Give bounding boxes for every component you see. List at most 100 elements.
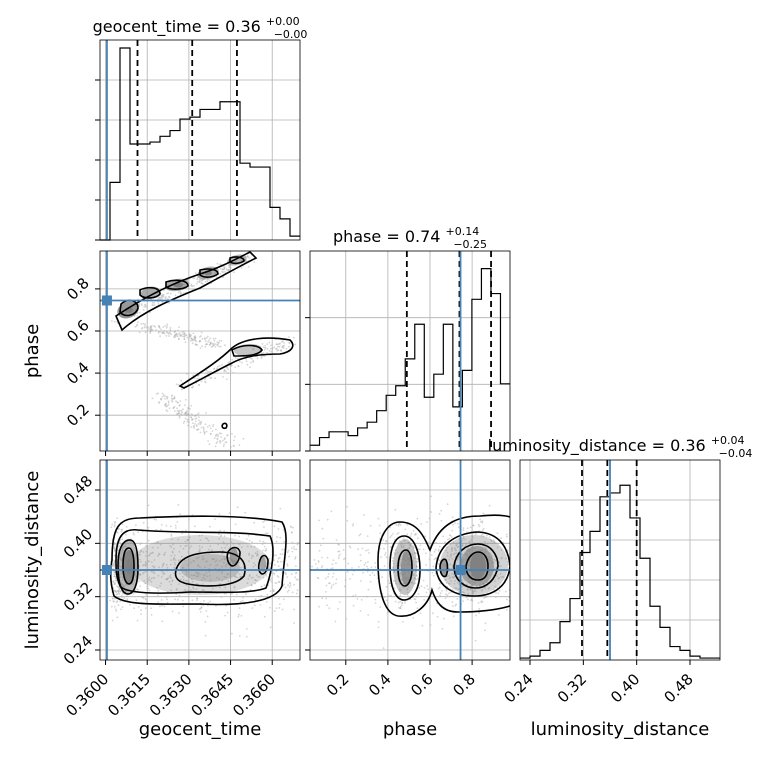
sample-point xyxy=(283,344,285,347)
title-median: 0.36 xyxy=(670,436,706,455)
sample-point xyxy=(172,557,175,560)
sample-point xyxy=(224,565,227,568)
sample-point xyxy=(330,510,333,513)
tick-label: 0.8 xyxy=(63,274,93,304)
sample-point xyxy=(250,545,253,548)
sample-point xyxy=(479,518,481,521)
sample-point xyxy=(454,522,456,524)
sample-point xyxy=(418,548,421,551)
sample-point xyxy=(252,565,255,568)
sample-point xyxy=(277,345,279,348)
sample-point xyxy=(253,545,256,548)
sample-point xyxy=(406,524,409,526)
sample-point xyxy=(136,324,138,327)
sample-point xyxy=(180,409,183,412)
sample-point xyxy=(227,264,230,267)
sample-point xyxy=(144,555,147,557)
contour-inner-right xyxy=(453,543,499,589)
sample-point xyxy=(494,596,497,599)
sample-point xyxy=(158,330,160,333)
sample-point xyxy=(218,538,221,540)
sample-point xyxy=(234,357,237,359)
sample-point xyxy=(163,605,166,608)
sample-point xyxy=(113,525,116,528)
sample-point xyxy=(286,563,289,566)
sample-point xyxy=(186,410,189,412)
sample-point xyxy=(278,580,280,583)
tick-label: 0.4 xyxy=(63,358,93,388)
tick-label: 0.48 xyxy=(660,670,696,706)
contour-core-4 xyxy=(199,268,219,278)
sample-point xyxy=(221,270,224,273)
sample-point xyxy=(227,368,230,371)
sample-point xyxy=(139,543,142,546)
sample-point xyxy=(183,335,185,338)
sample-point xyxy=(417,577,419,580)
sample-point xyxy=(367,549,369,551)
sample-point xyxy=(163,289,165,292)
sample-point xyxy=(278,345,281,348)
density-cell xyxy=(140,286,160,300)
sample-point xyxy=(382,647,385,649)
sample-point xyxy=(219,586,221,589)
sample-point xyxy=(392,533,394,535)
sample-point xyxy=(481,521,484,524)
sample-point xyxy=(214,445,217,448)
sample-point xyxy=(257,575,259,578)
sample-point xyxy=(164,397,166,400)
sample-point xyxy=(199,548,201,550)
sample-point xyxy=(223,438,226,441)
sample-point xyxy=(390,534,393,537)
sample-point xyxy=(450,591,452,594)
density-cell xyxy=(126,559,132,575)
sample-point xyxy=(250,584,253,587)
sample-point xyxy=(441,589,443,592)
sample-point xyxy=(187,412,190,415)
sample-point xyxy=(218,513,221,515)
sample-point xyxy=(252,576,254,579)
sample-point xyxy=(226,434,228,437)
sample-point xyxy=(244,511,247,514)
sample-point xyxy=(186,373,188,375)
sample-point xyxy=(484,546,487,549)
sample-point xyxy=(413,577,416,580)
sample-point xyxy=(277,597,280,600)
sample-point xyxy=(228,547,231,550)
sample-point xyxy=(401,604,403,607)
sample-point xyxy=(291,547,293,550)
panel-border xyxy=(99,250,301,452)
sample-point xyxy=(209,574,212,577)
sample-point xyxy=(380,556,382,558)
sample-point xyxy=(137,531,140,533)
sample-point xyxy=(113,524,116,526)
sample-point xyxy=(263,520,266,522)
sample-point xyxy=(246,582,249,584)
sample-point xyxy=(150,561,153,564)
sample-point xyxy=(446,503,449,506)
y-tick-marks xyxy=(305,317,310,452)
sample-point xyxy=(170,397,173,400)
sample-point xyxy=(165,331,168,333)
sample-point xyxy=(291,531,293,534)
sample-point xyxy=(364,562,367,564)
sample-point xyxy=(223,561,225,564)
sample-point xyxy=(439,592,442,595)
sample-point xyxy=(158,401,161,404)
sample-point xyxy=(160,397,163,400)
sample-point xyxy=(206,575,209,578)
sample-point xyxy=(178,338,180,340)
density-cell xyxy=(470,553,486,579)
sample-point xyxy=(254,598,257,601)
sample-point xyxy=(215,442,218,445)
sample-point xyxy=(441,627,444,630)
sample-point xyxy=(146,600,148,603)
sample-point xyxy=(140,322,143,325)
sample-point xyxy=(224,344,226,347)
sample-point xyxy=(123,597,126,600)
sample-point xyxy=(142,596,144,599)
sample-point xyxy=(136,315,139,317)
sample-point xyxy=(147,539,150,542)
truth-lines xyxy=(100,460,300,660)
sample-point xyxy=(113,565,115,568)
sample-point xyxy=(153,565,156,568)
